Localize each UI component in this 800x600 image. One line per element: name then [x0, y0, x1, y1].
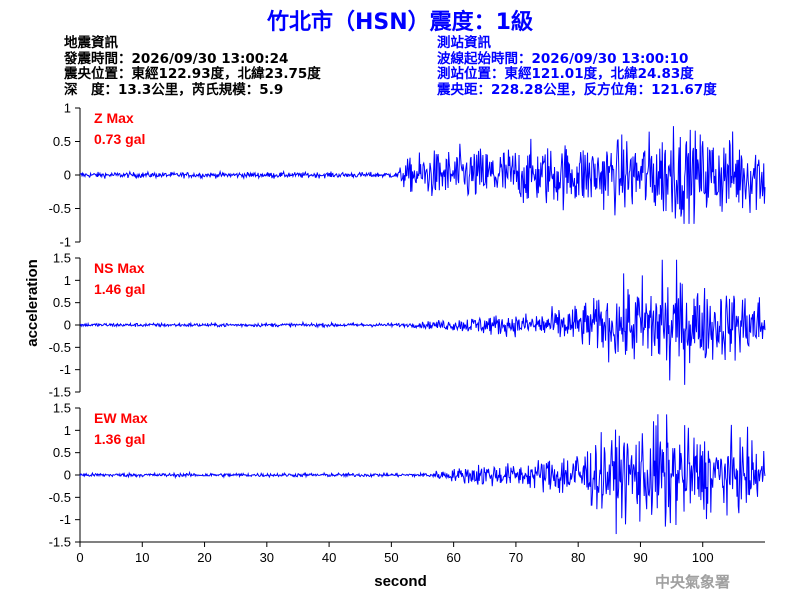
y-tick-label: 0 [64, 168, 71, 183]
station-info: 測站資訊 波線起始時間：2026/09/30 13:00:10 測站位置：東經1… [437, 35, 717, 98]
y-tick-label: 0.5 [53, 445, 71, 460]
trace-z [79, 126, 766, 224]
earthquake-info: 地震資訊 發震時間：2026/09/30 13:00:24 震央位置：東經122… [64, 35, 321, 98]
x-tick-label: 100 [692, 550, 714, 565]
x-tick-label: 50 [384, 550, 398, 565]
station-location: 測站位置：東經121.01度，北緯24.83度 [437, 66, 694, 82]
x-tick-label: 0 [76, 550, 83, 565]
earthquake-info-heading: 地震資訊 [64, 35, 118, 51]
x-axis-label: second [374, 573, 427, 590]
trace-ns [79, 259, 766, 385]
station-info-heading: 測站資訊 [437, 35, 491, 51]
y-tick-label: -0.5 [49, 201, 71, 216]
x-tick-label: 70 [509, 550, 523, 565]
distance-azimuth: 震央距：228.28公里，反方位角：121.67度 [437, 81, 717, 98]
max-label-z: Z Max [94, 110, 134, 126]
y-tick-label: -1.5 [49, 385, 71, 400]
max-value-ew: 1.36 gal [94, 431, 145, 447]
trace-ew [79, 414, 766, 535]
agency-watermark: 中央氣象署 [655, 573, 731, 591]
y-tick-label: 0.5 [53, 295, 71, 310]
max-label-ns: NS Max [94, 260, 145, 276]
max-value-ns: 1.46 gal [94, 281, 145, 297]
x-tick-label: 40 [322, 550, 336, 565]
y-tick-label: 1 [64, 423, 71, 438]
depth-magnitude: 深 度：13.3公里，芮氏規模：5.9 [64, 81, 284, 98]
y-tick-label: 0.5 [53, 134, 71, 149]
y-tick-label: -1 [59, 512, 71, 527]
origin-time: 發震時間：2026/09/30 13:00:24 [64, 50, 289, 67]
epicenter-location: 震央位置：東經122.93度，北緯23.75度 [64, 66, 321, 82]
y-tick-label: -0.5 [49, 490, 71, 505]
y-tick-label: 1.5 [53, 251, 71, 266]
x-tick-label: 90 [633, 550, 647, 565]
y-tick-label: 1.5 [53, 401, 71, 416]
chart-title: 竹北市（HSN）震度：1級 [267, 10, 533, 35]
y-tick-label: 0 [64, 318, 71, 333]
x-tick-label: 10 [135, 550, 149, 565]
y-tick-label: -1 [59, 362, 71, 377]
x-tick-label: 80 [571, 550, 585, 565]
x-tick-label: 30 [260, 550, 274, 565]
x-tick-label: 20 [197, 550, 211, 565]
y-tick-label: 0 [64, 468, 71, 483]
y-tick-label: 1 [64, 101, 71, 116]
max-value-z: 0.73 gal [94, 131, 145, 147]
x-tick-label: 60 [446, 550, 460, 565]
y-tick-label: -1.5 [49, 535, 71, 550]
max-label-ew: EW Max [94, 410, 148, 426]
y-tick-label: -0.5 [49, 340, 71, 355]
y-tick-label: -1 [59, 235, 71, 250]
wave-start-time: 波線起始時間：2026/09/30 13:00:10 [437, 50, 689, 67]
y-tick-label: 1 [64, 273, 71, 288]
y-axis-label: acceleration [24, 259, 41, 347]
